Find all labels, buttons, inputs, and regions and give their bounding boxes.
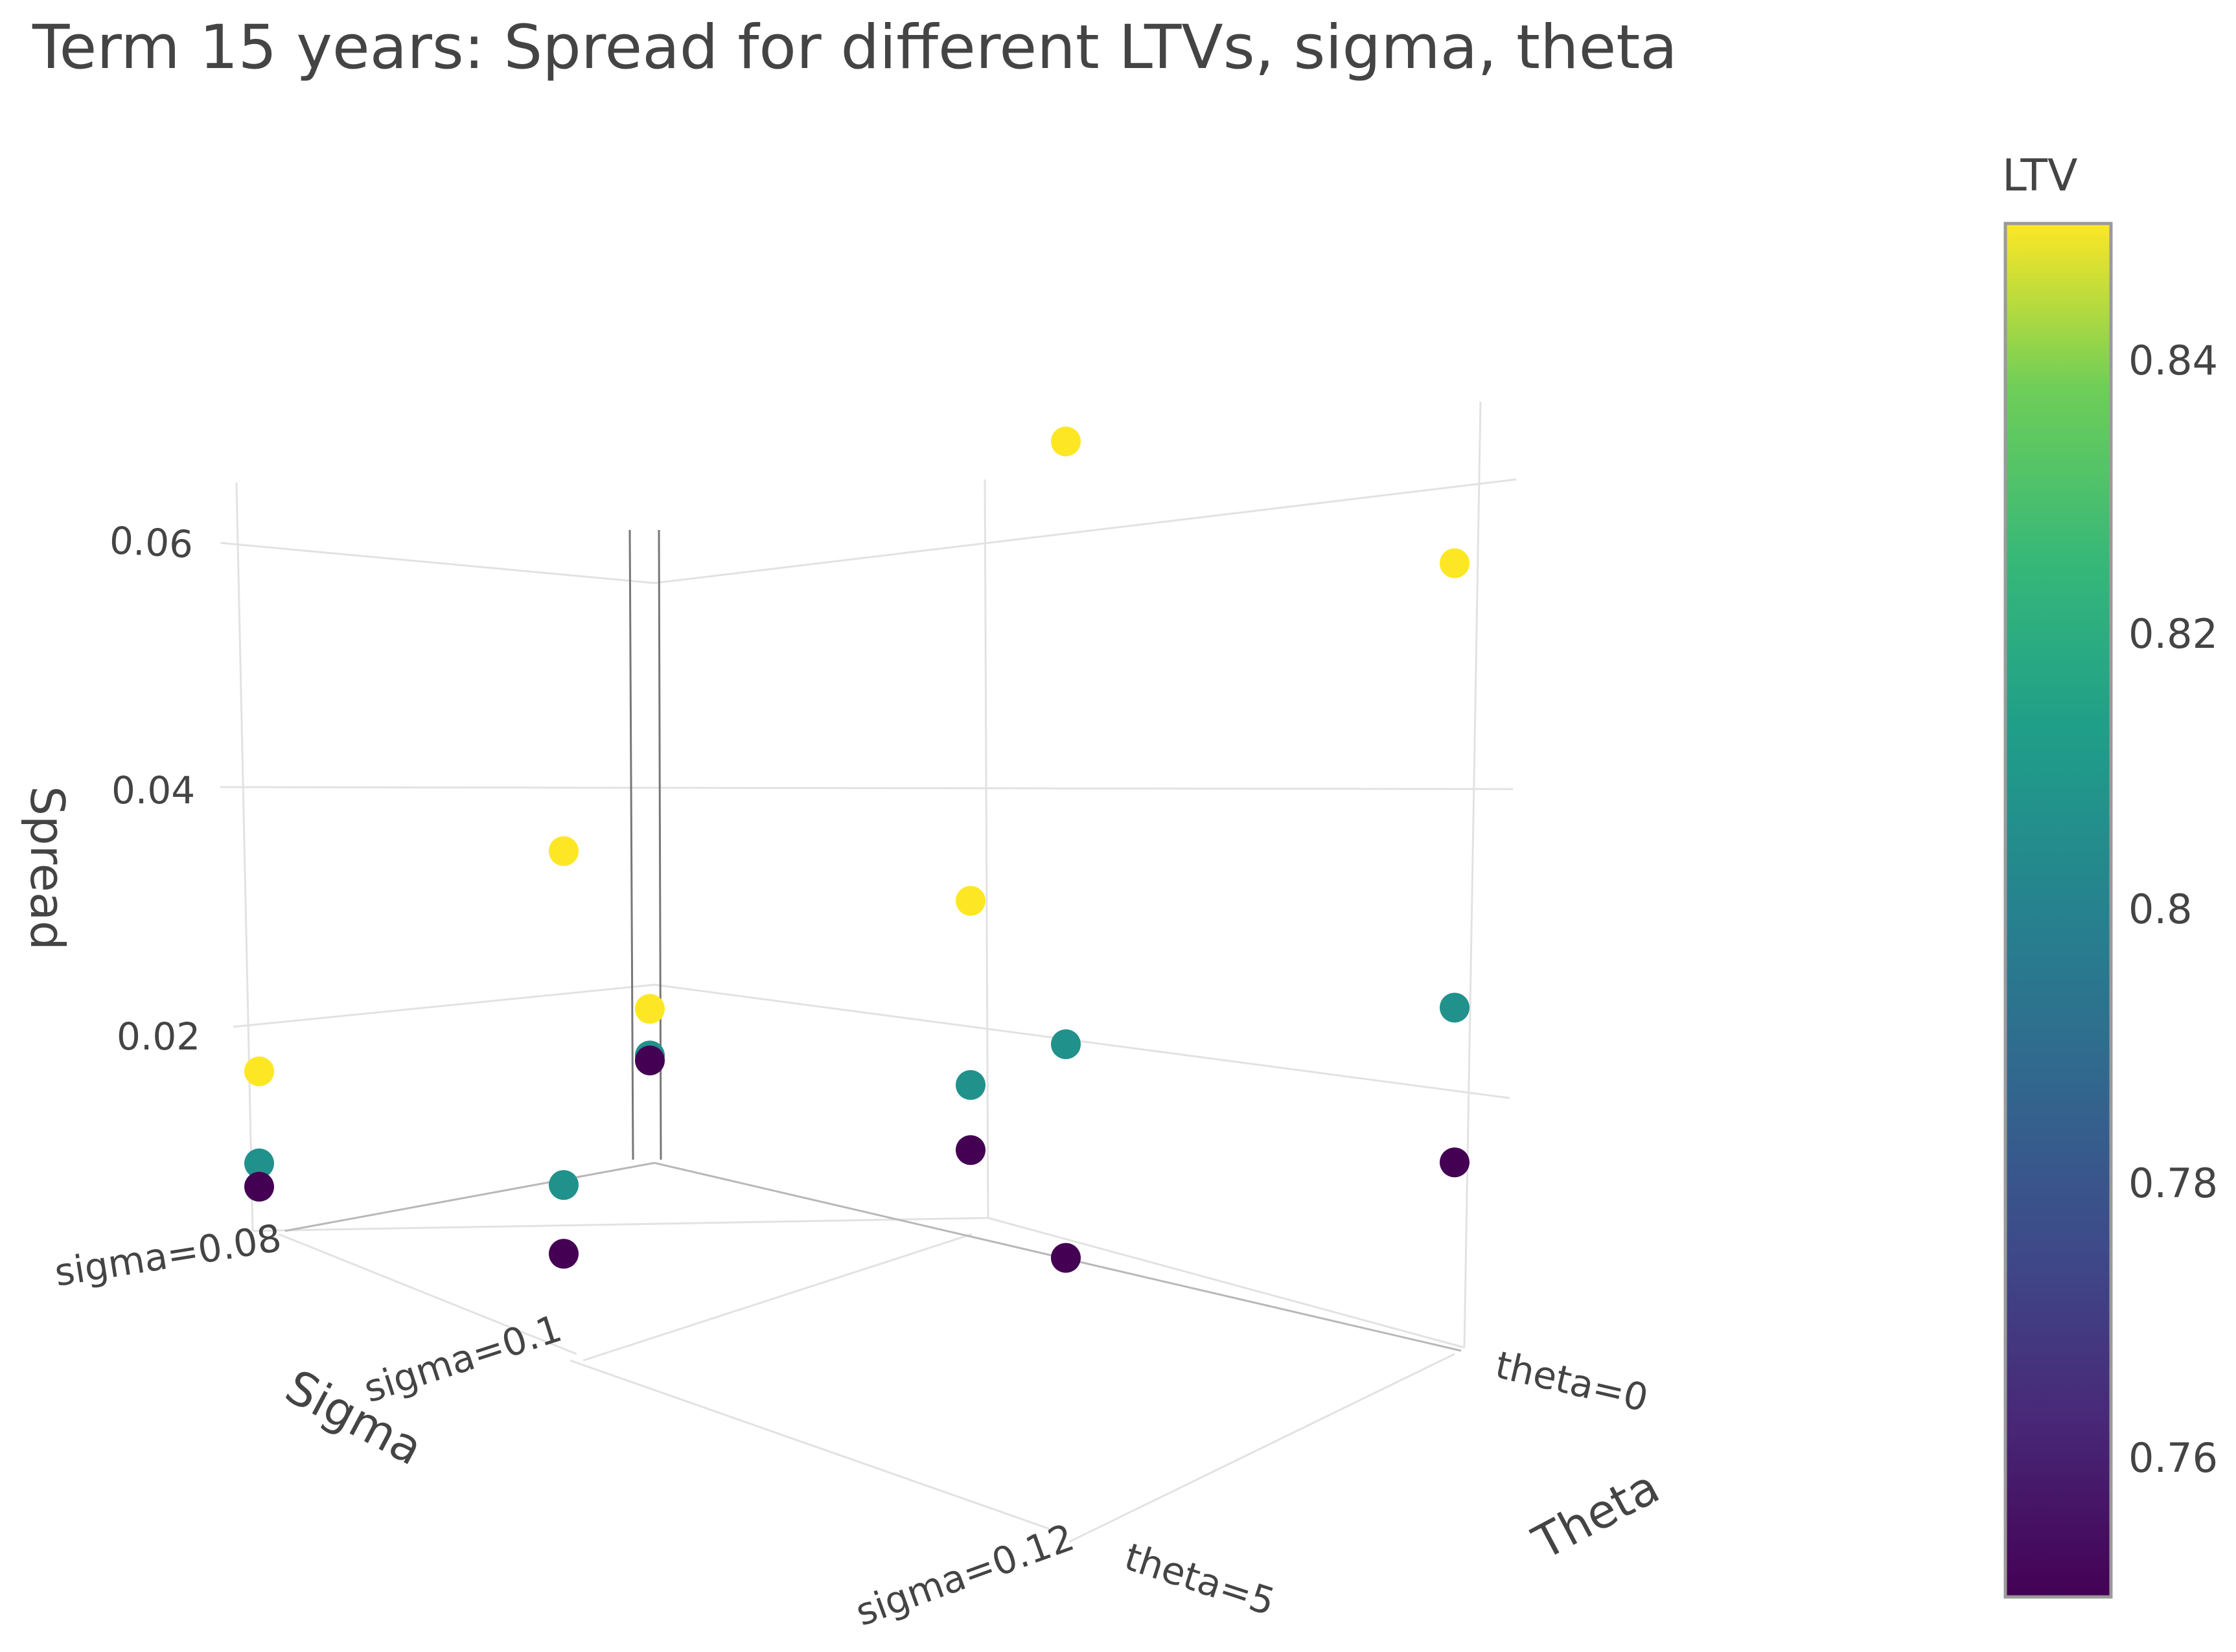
data-point-sigma-0.12-theta-0-ltv-0.75[interactable]	[1440, 1147, 1470, 1178]
colorbar[interactable]: LTV 0.84 0.82 0.8 0.78 0.76	[2002, 150, 2218, 1599]
floor-back-right-edge	[987, 1217, 1465, 1349]
left-wall-grid-0.02	[233, 983, 655, 1028]
data-point-sigma-0.1-theta-0-ltv-0.75[interactable]	[956, 1135, 985, 1165]
colorbar-tick-0.8: 0.8	[2128, 886, 2193, 933]
colorbar-tick-0.78: 0.78	[2128, 1160, 2218, 1207]
3d-scene[interactable]: Spread Sigma Theta 0.06 0.04 0.02 sigma=…	[20, 401, 1668, 1635]
x-tick-sigma-0.08: sigma=0.08	[52, 1215, 284, 1294]
z-tick-0.02: 0.02	[117, 1015, 200, 1059]
colorbar-tick-0.76: 0.76	[2128, 1434, 2218, 1482]
right-wall-grid-0.06	[654, 478, 1517, 584]
data-point-sigma-0.1-theta-5-ltv-0.85[interactable]	[549, 836, 579, 866]
y-tick-theta-0: theta=0	[1492, 1342, 1652, 1420]
data-point-sigma-0.12-theta-0-ltv-0.8[interactable]	[1440, 992, 1470, 1023]
z-axis-title: Spread	[20, 786, 75, 950]
data-point-sigma-0.12-theta-0-ltv-0.85[interactable]	[1440, 548, 1470, 579]
sigma-axis-line	[284, 1162, 655, 1232]
floor-grid-sigma-0.1	[582, 1233, 973, 1362]
z-tick-0.06: 0.06	[108, 518, 194, 567]
colorbar-tick-0.84: 0.84	[2128, 337, 2218, 384]
colorbar-title: LTV	[2002, 150, 2078, 201]
left-wall-grid-0.06	[220, 542, 655, 584]
data-point-sigma-0.08-theta-5-ltv-0.8[interactable]	[244, 1148, 274, 1178]
data-point-sigma-0.1-theta-5-ltv-0.75[interactable]	[549, 1239, 579, 1269]
gridlines	[220, 401, 1517, 1543]
data-point-sigma-0.08-theta-0-ltv-0.85[interactable]	[635, 994, 665, 1024]
dropline-left	[628, 529, 634, 1160]
data-point-sigma-0.12-theta-5-ltv-0.75[interactable]	[1051, 1243, 1081, 1273]
back-corner-edge	[984, 479, 989, 1219]
data-point-sigma-0.08-theta-0-ltv-0.75[interactable]	[635, 1045, 665, 1075]
data-point-sigma-0.12-theta-5-ltv-0.8[interactable]	[1051, 1029, 1081, 1059]
right-wall-edge	[1463, 401, 1482, 1348]
data-point-sigma-0.1-theta-0-ltv-0.85[interactable]	[956, 886, 985, 916]
floor-back-edge	[252, 1217, 989, 1232]
right-wall-grid-0.02	[654, 983, 1510, 1099]
y-axis-title: Theta	[1524, 1459, 1668, 1570]
data-point-sigma-0.1-theta-0-ltv-0.8[interactable]	[956, 1070, 985, 1100]
data-point-sigma-0.08-theta-5-ltv-0.85[interactable]	[244, 1056, 274, 1086]
scatter-points	[244, 426, 1470, 1273]
y-tick-theta-5: theta=5	[1120, 1535, 1280, 1625]
colorbar-gradient	[2003, 222, 2113, 1599]
floor-front-right-edge	[1068, 1353, 1455, 1543]
axis-edges	[284, 1162, 1462, 1352]
data-point-sigma-0.12-theta-5-ltv-0.85[interactable]	[1051, 426, 1081, 457]
left-wall-edge	[235, 482, 254, 1232]
data-point-sigma-0.1-theta-5-ltv-0.8[interactable]	[549, 1170, 579, 1200]
floor-grid-front-left	[278, 1233, 577, 1355]
floor-grid-sigma-0.1-front	[570, 1359, 1050, 1530]
x-tick-sigma-0.1: sigma=0.1	[358, 1306, 567, 1411]
colorbar-tick-0.82: 0.82	[2128, 610, 2218, 658]
chart-title: Term 15 years: Spread for different LTVs…	[32, 12, 1677, 83]
grid-0.04	[220, 786, 1514, 790]
z-tick-0.04: 0.04	[111, 768, 195, 812]
data-point-sigma-0.08-theta-5-ltv-0.75[interactable]	[244, 1171, 274, 1202]
x-tick-sigma-0.12: sigma=0.12	[850, 1515, 1080, 1635]
